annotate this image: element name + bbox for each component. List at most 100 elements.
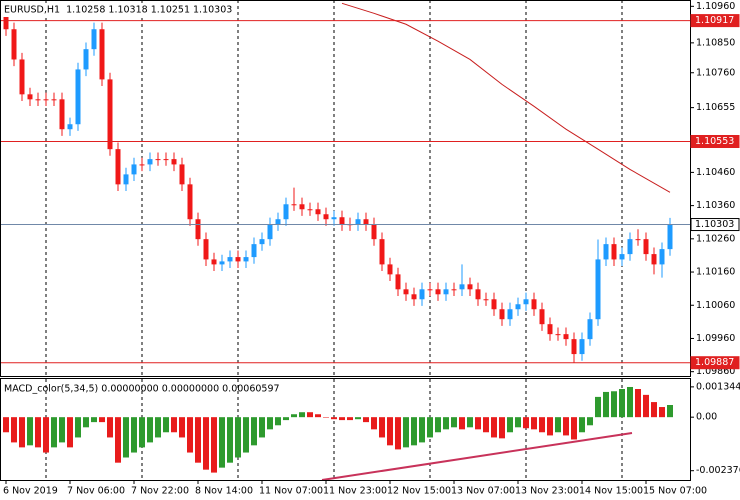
candle-body	[203, 239, 209, 260]
histogram-bar	[171, 417, 177, 433]
histogram-bar	[227, 417, 233, 463]
histogram-bar	[131, 417, 137, 453]
candle-body	[131, 164, 137, 175]
histogram-bar	[339, 417, 345, 421]
candle-body	[451, 289, 457, 291]
y-tick-label: 1.10160	[696, 267, 735, 278]
histogram-bar	[411, 417, 417, 446]
candle-body	[427, 289, 433, 291]
y-tick-label: -0.002376	[696, 465, 740, 476]
candle-body	[515, 304, 521, 310]
y-tick-label: 0.0013447	[696, 381, 740, 392]
y-tick-label: 1.10850	[696, 37, 735, 48]
histogram-bar	[499, 417, 505, 439]
chart-title: EURUSD,H1 1.10258 1.10318 1.10251 1.1030…	[4, 5, 232, 16]
candle-body	[507, 309, 513, 320]
histogram-bar	[459, 417, 465, 430]
candle-body	[75, 69, 81, 125]
histogram-bar	[35, 417, 41, 448]
candle-body	[115, 149, 121, 185]
histogram-bar	[331, 417, 337, 420]
candle-body	[643, 239, 649, 255]
histogram-bar	[403, 417, 409, 448]
candle-body	[51, 99, 57, 101]
candle-body	[363, 219, 369, 225]
histogram-bar	[267, 417, 273, 430]
histogram-bar	[99, 417, 105, 423]
indicator-title: MACD_color(5,34,5) 0.00000000 0.00000000…	[4, 384, 280, 395]
candle-body	[355, 219, 361, 225]
candle-body	[627, 239, 633, 255]
histogram-bar	[75, 417, 81, 438]
histogram-bar	[547, 417, 553, 436]
histogram-bar	[59, 417, 65, 443]
y-tick-label: 1.10460	[696, 167, 735, 178]
candle-body	[667, 224, 673, 250]
histogram-bar	[387, 417, 393, 446]
histogram-bar	[555, 417, 561, 433]
histogram-bar	[51, 417, 57, 448]
histogram-bar	[115, 417, 121, 463]
histogram-bar	[643, 394, 649, 418]
candle-body	[619, 254, 625, 260]
histogram-bar	[283, 417, 289, 421]
histogram-bar	[515, 417, 521, 428]
histogram-bar	[539, 417, 545, 433]
candle-body	[443, 289, 449, 295]
candle-body	[411, 294, 417, 300]
candle-body	[211, 259, 217, 265]
candle-body	[251, 244, 257, 258]
histogram-bar	[323, 417, 329, 418]
histogram-bar	[483, 417, 489, 433]
plot	[0, 2, 690, 473]
histogram-bar	[179, 417, 185, 438]
histogram-bar	[83, 417, 89, 428]
histogram-bar	[123, 417, 129, 458]
candle-body	[387, 264, 393, 275]
candle-body	[403, 289, 409, 295]
level-label: 1.10303	[695, 219, 734, 230]
candle-body	[491, 299, 497, 310]
level-label: 1.09887	[695, 357, 734, 368]
candle-body	[587, 319, 593, 340]
histogram-bar	[451, 417, 457, 428]
candle-body	[307, 209, 313, 211]
trend-line	[321, 432, 633, 481]
x-tick-label: 13 Nov 07:00	[451, 486, 515, 497]
y-tick-label: 1.10360	[696, 200, 735, 211]
histogram-bar	[155, 417, 161, 438]
candle-body	[539, 309, 545, 325]
x-tick-label: 7 Nov 22:00	[131, 486, 189, 497]
histogram-bar	[427, 417, 433, 438]
histogram-bar	[139, 417, 145, 448]
histogram-bar	[467, 417, 473, 428]
candle-body	[27, 94, 33, 100]
title-bg	[2, 3, 220, 17]
candle-body	[155, 159, 161, 161]
candle-body	[3, 16, 9, 30]
y-tick-label: 1.10960	[696, 1, 735, 12]
histogram-bar	[307, 412, 313, 418]
candle-body	[579, 339, 585, 355]
histogram-bar	[379, 417, 385, 438]
x-tick-label: 15 Nov 07:00	[643, 486, 707, 497]
histogram-bar	[667, 405, 673, 418]
candle-body	[603, 244, 609, 260]
candle-body	[331, 217, 337, 220]
level-label-box	[690, 218, 740, 232]
candle-body	[19, 59, 25, 95]
level-label-box	[690, 14, 740, 28]
candle-body	[651, 254, 657, 265]
histogram-bar	[27, 417, 33, 446]
x-tick-label: 14 Nov 15:00	[579, 486, 643, 497]
level-label-box	[690, 135, 740, 149]
histogram-bar	[147, 417, 153, 443]
histogram-bar	[579, 417, 585, 433]
histogram-bar	[619, 389, 625, 418]
histogram-bar	[395, 417, 401, 450]
histogram-bar	[627, 386, 633, 418]
histogram-bar	[571, 417, 577, 440]
candle-body	[83, 49, 89, 70]
candle-body	[315, 209, 321, 215]
